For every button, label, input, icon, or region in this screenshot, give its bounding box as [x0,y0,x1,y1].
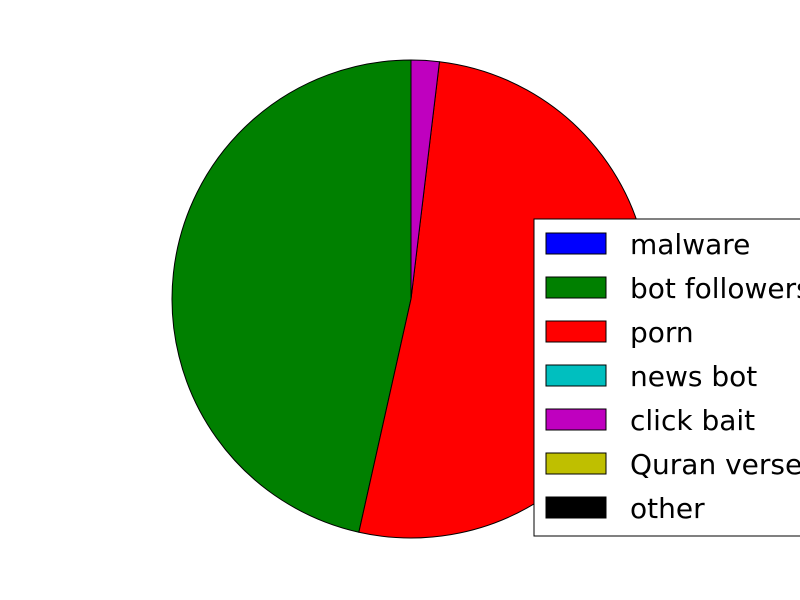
legend-swatch-porn [545,320,607,343]
legend-label-quran-verses: Quran verses [630,448,800,481]
legend-frame [533,218,800,537]
pie-slice-click-bait [410,59,440,300]
legend-label-news-bot: news bot [630,360,757,393]
legend-label-bot-followers: bot followers [630,272,800,305]
legend-label-click-bait: click bait [630,404,755,437]
legend-swatch-news-bot [545,364,607,387]
legend-swatch-other [545,496,607,519]
legend: malware bot followers porn news bot click ba… [533,218,800,537]
legend-swatch-quran-verses [545,452,607,475]
legend-swatch-malware [545,232,607,255]
pie-slice-bot-followers [171,59,412,533]
legend-label-porn: porn [630,316,694,349]
legend-label-malware: malware [630,228,750,261]
legend-swatch-click-bait [545,408,607,431]
legend-swatch-bot-followers [545,276,607,299]
legend-entries: malware bot followers porn news bot click ba… [545,228,800,525]
legend-label-other: other [630,492,705,525]
